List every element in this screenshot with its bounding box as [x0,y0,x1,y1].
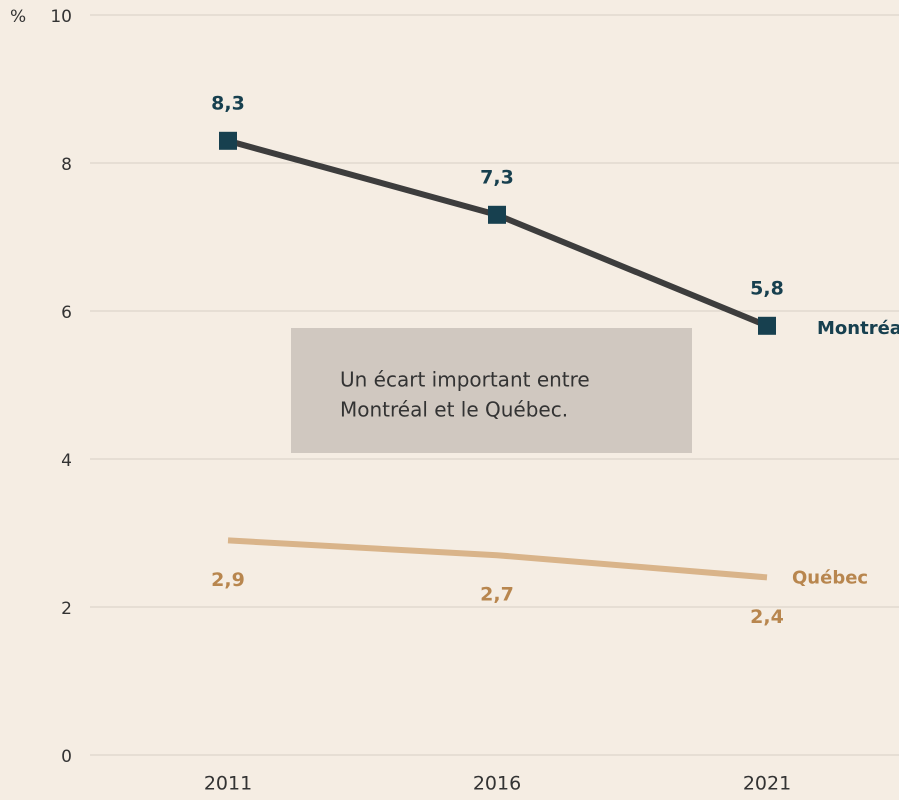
data-label: 8,3 [211,92,245,114]
data-label: 2,7 [480,584,514,606]
data-label: 7,3 [480,166,514,188]
y-tick-label: 4 [61,451,72,471]
y-tick-label: 6 [61,303,72,323]
annotation-box [291,328,692,453]
x-tick-label: 2016 [473,773,521,795]
y-tick-label: 0 [61,747,72,767]
marker [488,205,506,224]
marker [219,131,237,150]
x-tick-label: 2021 [743,773,791,795]
series-line [227,537,768,581]
x-tick-label: 2011 [204,773,252,795]
y-tick-label: 8 [61,155,72,175]
y-axis-label: % [10,7,26,27]
annotation-text: Montréal et le Québec. [340,398,568,422]
marker [758,316,776,335]
series-label: Québec [792,567,868,588]
data-label: 2,4 [750,606,784,628]
annotation-text: Un écart important entre [340,368,590,392]
y-tick-label: 2 [61,599,72,619]
y-tick-label: 10 [50,7,72,27]
series-label: Montréal [817,318,899,339]
data-label: 2,9 [211,569,245,591]
data-label: 5,8 [750,277,784,299]
